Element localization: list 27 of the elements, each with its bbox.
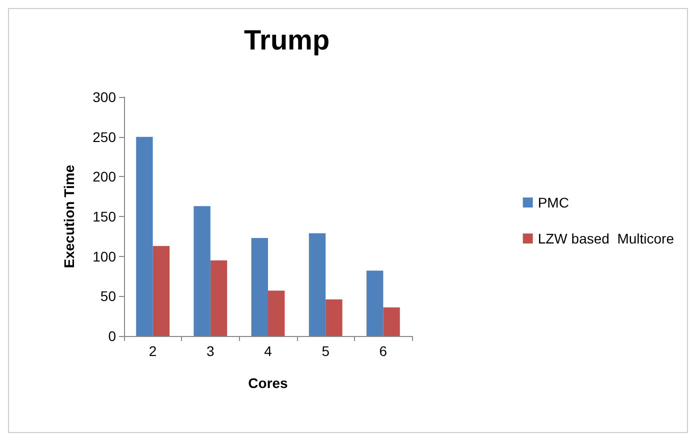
bar xyxy=(136,136,153,336)
bar xyxy=(366,270,384,336)
y-axis-title: Execution Time xyxy=(61,164,77,268)
bar xyxy=(308,233,326,336)
y-tick-label: 250 xyxy=(92,128,116,145)
bar xyxy=(251,238,268,336)
y-tick-label: 50 xyxy=(100,288,116,304)
y-tick-label: 0 xyxy=(108,328,116,344)
bar xyxy=(268,290,285,336)
x-tick-label: 4 xyxy=(264,343,272,359)
bar xyxy=(383,307,400,336)
x-tick-label: 2 xyxy=(148,343,157,359)
bar xyxy=(210,260,228,336)
y-tick-label: 100 xyxy=(92,248,116,264)
y-tick-label: 200 xyxy=(92,168,116,185)
bar xyxy=(194,206,210,336)
y-tick-label: 150 xyxy=(92,208,116,224)
bar xyxy=(152,246,170,336)
x-tick-label: 5 xyxy=(322,343,330,359)
chart-title: Trump xyxy=(244,24,330,56)
x-tick-label: 6 xyxy=(379,343,388,359)
legend-label: LZW based Multicore xyxy=(538,230,674,246)
bar xyxy=(326,299,342,336)
x-tick-label: 3 xyxy=(206,343,214,359)
y-tick-label: 300 xyxy=(92,89,116,105)
x-axis-title: Cores xyxy=(248,375,288,391)
legend-label: PMC xyxy=(538,194,569,210)
